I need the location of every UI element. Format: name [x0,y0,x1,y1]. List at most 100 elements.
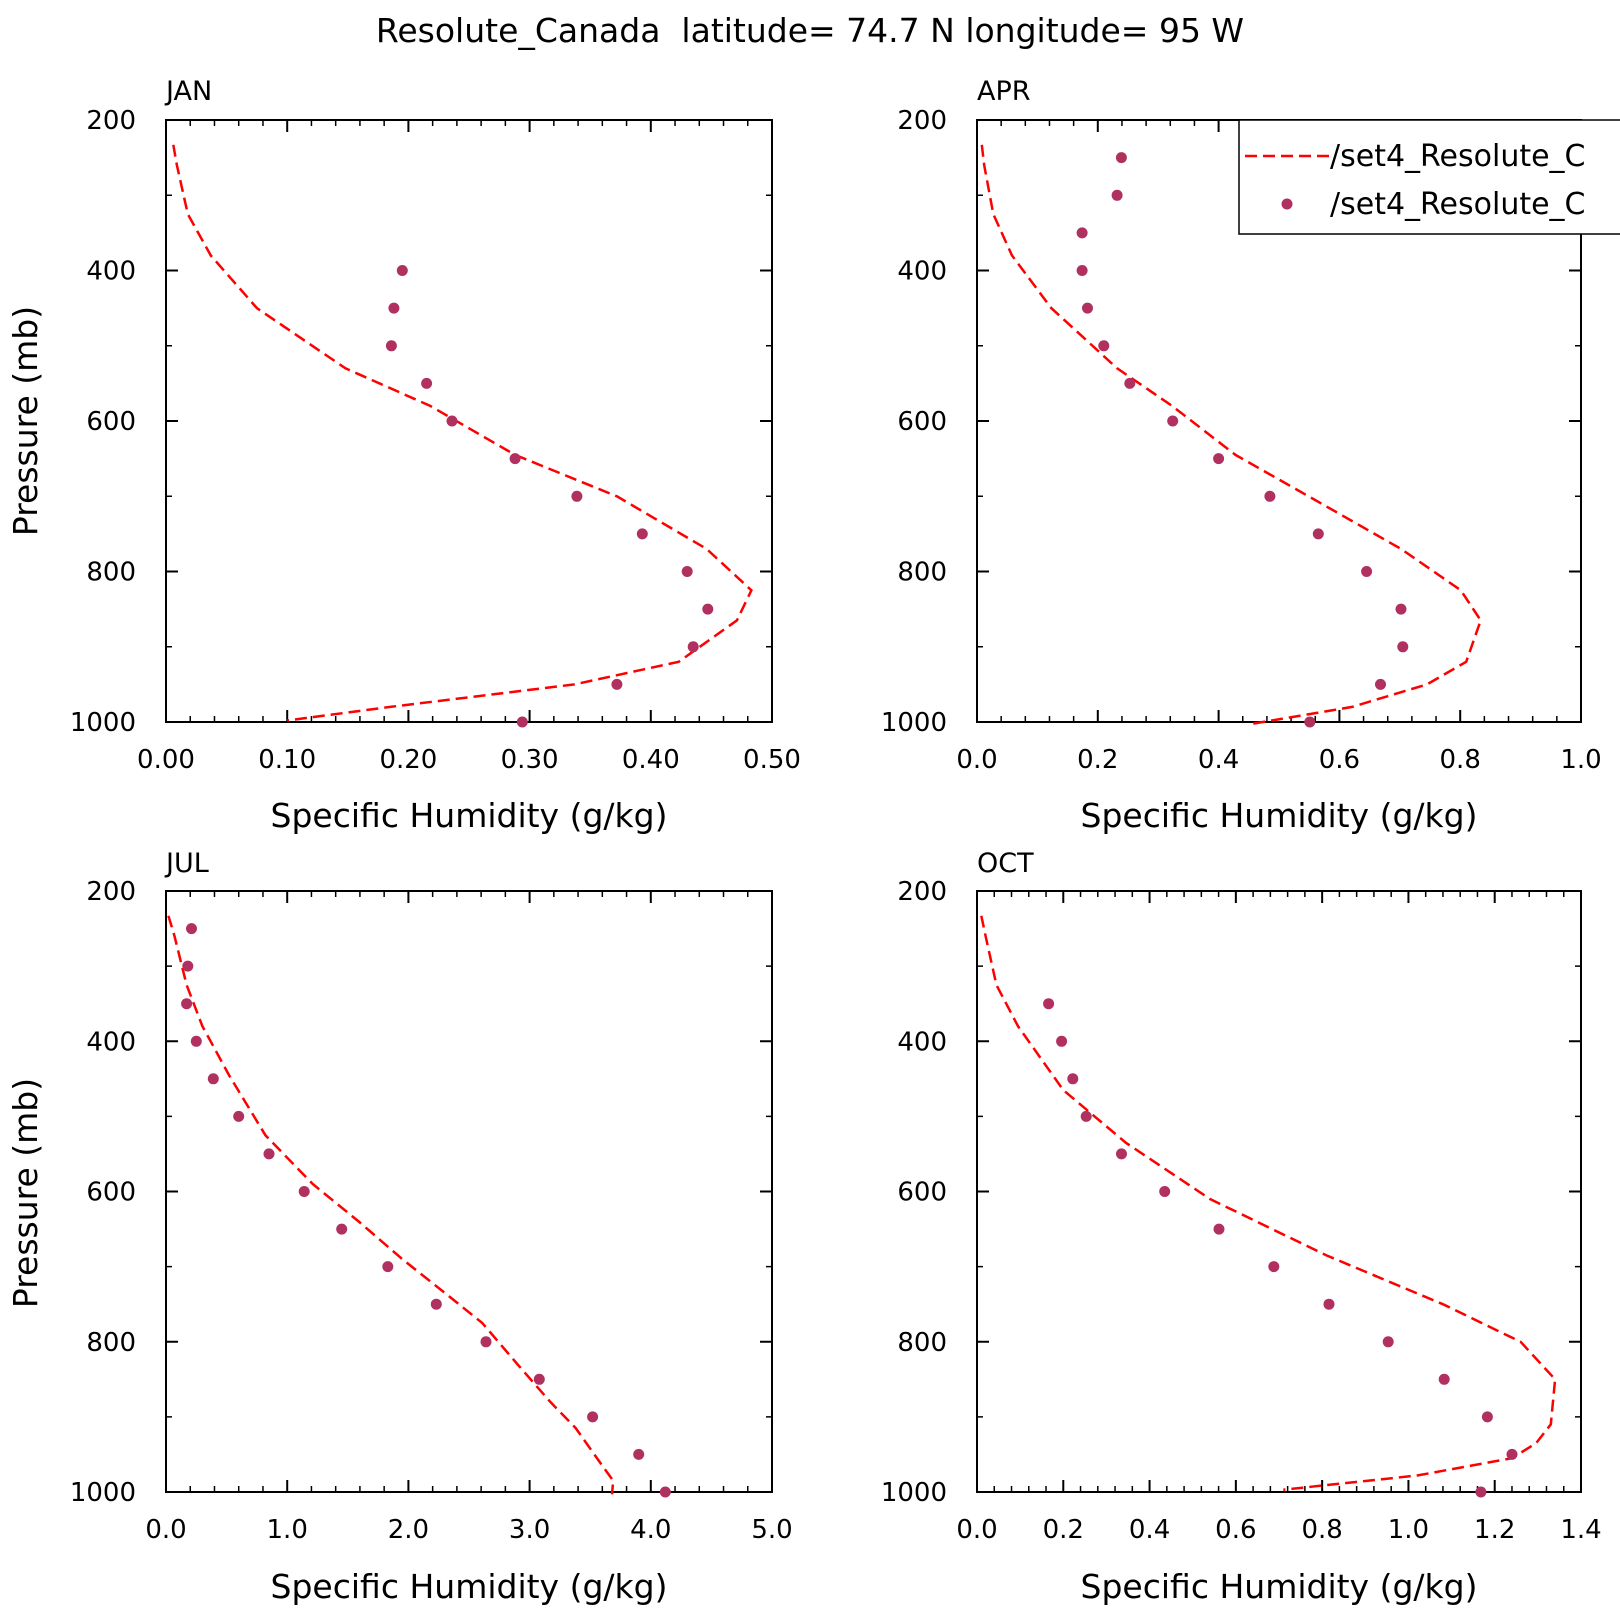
obs-point-oct [1159,1186,1171,1197]
obs-point-oct [1382,1336,1394,1348]
y-tick-label-jan: 1000 [70,708,136,738]
y-tick-label-jul: 400 [86,1027,136,1057]
obs-point-jul [181,998,193,1010]
y-tick-label-oct: 400 [897,1027,947,1057]
panel-jan: JAN 0.00 0.10 0.20 0.30 0.40 0.50 200 400 600 800… [6,76,801,835]
y-tick-label-jan: 600 [86,407,136,437]
obs-point-oct [1268,1261,1280,1273]
x-tick-label-jul: 3.0 [509,1515,550,1545]
y-axis-label-jan: Pressure (mb) [6,306,45,536]
obs-point-apr [1395,603,1407,615]
obs-point-jul [207,1073,219,1085]
obs-point-oct [1056,1035,1068,1047]
x-tick-label-jul: 1.0 [267,1515,308,1545]
obs-point-jul [382,1261,394,1273]
obs-point-apr [1361,566,1373,577]
y-tick-label-jan: 400 [86,257,136,287]
y-tick-label-apr: 800 [897,558,947,588]
obs-point-apr [1098,340,1110,352]
x-tick-label-oct: 0.6 [1215,1515,1256,1545]
obs-point-jul [233,1110,245,1122]
legend-box [1238,119,1620,235]
obs-point-oct [1067,1073,1079,1085]
plot-frame-oct [976,890,1582,1493]
panel-label-apr: APR [977,76,1031,107]
obs-point-oct [1475,1486,1487,1498]
obs-point-oct [1323,1298,1335,1310]
obs-point-jan [421,377,433,389]
figure-title: Resolute_Canada latitude= 74.7 N longitu… [376,11,1244,50]
panel-label-oct: OCT [977,848,1034,879]
obs-point-jul [182,960,194,972]
obs-point-apr [1124,377,1136,389]
obs-point-oct [1481,1411,1493,1423]
obs-point-apr [1111,189,1123,201]
obs-point-jan [681,566,693,577]
obs-point-jul [263,1148,275,1160]
legend-label-model: /set4_Resolute_C [1330,139,1586,174]
obs-point-apr [1076,265,1088,276]
legend: /set4_Resolute_C /set4_Resolute_C [1238,119,1620,235]
x-axis-label-jan: Specific Humidity (g/kg) [271,796,668,835]
y-tick-label-apr: 200 [897,106,947,136]
plot-area-oct: 0.0 0.2 0.4 0.6 0.8 1.0 1.2 1.4 200 400 600 800 1000 [881,877,1602,1545]
y-tick-label-oct: 1000 [881,1478,947,1508]
obs-point-oct [1043,998,1055,1010]
obs-point-jul [659,1486,671,1498]
panel-oct: OCT 0.0 0.2 0.4 0.6 0.8 1.0 1.2 1.4 200 400 600 800… [881,848,1602,1606]
model-profile-line-apr [980,144,1483,726]
x-axis-label-jul: Specific Humidity (g/kg) [271,1567,668,1606]
plot-area-apr: 0.0 0.2 0.4 0.6 0.8 1.0 200 400 600 800 1000 [881,106,1602,775]
y-tick-label-jan: 800 [86,558,136,588]
obs-point-jul [186,923,197,935]
x-tick-label-oct: 0.4 [1129,1515,1170,1545]
x-tick-label-jan: 0.30 [501,745,559,775]
y-tick-label-oct: 600 [897,1178,947,1208]
obs-point-apr [1312,528,1324,540]
obs-point-oct [1080,1110,1092,1122]
model-profile-line-oct [980,915,1557,1491]
obs-point-jan [396,265,408,276]
obs-point-oct [1438,1373,1450,1385]
x-tick-label-jan: 0.50 [743,745,801,775]
obs-point-jul [298,1186,310,1197]
x-tick-label-jul: 2.0 [388,1515,429,1545]
y-tick-label-apr: 600 [897,407,947,437]
panel-apr: APR 0.0 0.2 0.4 0.6 0.8 1.0 200 400 600 800 1000 S… [881,76,1602,835]
y-tick-label-jul: 1000 [70,1478,136,1508]
x-tick-label-oct: 0.2 [1043,1515,1084,1545]
obs-point-apr [1375,678,1386,690]
obs-point-jan [509,453,521,465]
obs-point-jul [430,1298,442,1310]
panel-jul: JUL 0.0 1.0 2.0 3.0 4.0 5.0 200 400 600 800 1000 S… [6,848,793,1606]
obs-point-jan [571,490,583,502]
y-axis-label-jul: Pressure (mb) [6,1078,45,1308]
y-tick-label-oct: 800 [897,1328,947,1358]
obs-point-apr [1167,415,1179,427]
model-profile-line-jan [172,144,753,722]
obs-point-oct [1116,1148,1127,1160]
plot-area-jan: 0.00 0.10 0.20 0.30 0.40 0.50 200 400 600 800 1000 [70,106,801,775]
model-profile-line-jul [167,915,615,1495]
x-tick-label-apr: 0.4 [1198,745,1239,775]
x-tick-label-oct: 0.0 [956,1515,997,1545]
obs-point-apr [1082,302,1093,314]
obs-point-jan [687,641,699,653]
x-tick-label-jul: 5.0 [751,1515,792,1545]
obs-point-apr [1264,490,1276,502]
panel-label-jul: JUL [164,848,209,879]
y-tick-label-apr: 400 [897,257,947,287]
obs-point-apr [1076,227,1088,239]
x-tick-label-apr: 0.2 [1077,745,1118,775]
y-tick-label-jul: 200 [86,877,136,907]
plot-frame-jan [165,119,773,723]
x-tick-label-oct: 1.0 [1388,1515,1429,1545]
obs-point-apr [1213,453,1225,465]
x-tick-label-apr: 0.0 [956,745,997,775]
obs-point-jul [587,1411,599,1423]
obs-point-jan [516,716,528,728]
x-tick-label-jan: 0.40 [622,745,680,775]
x-tick-label-oct: 1.4 [1560,1515,1601,1545]
obs-point-jul [633,1448,645,1460]
